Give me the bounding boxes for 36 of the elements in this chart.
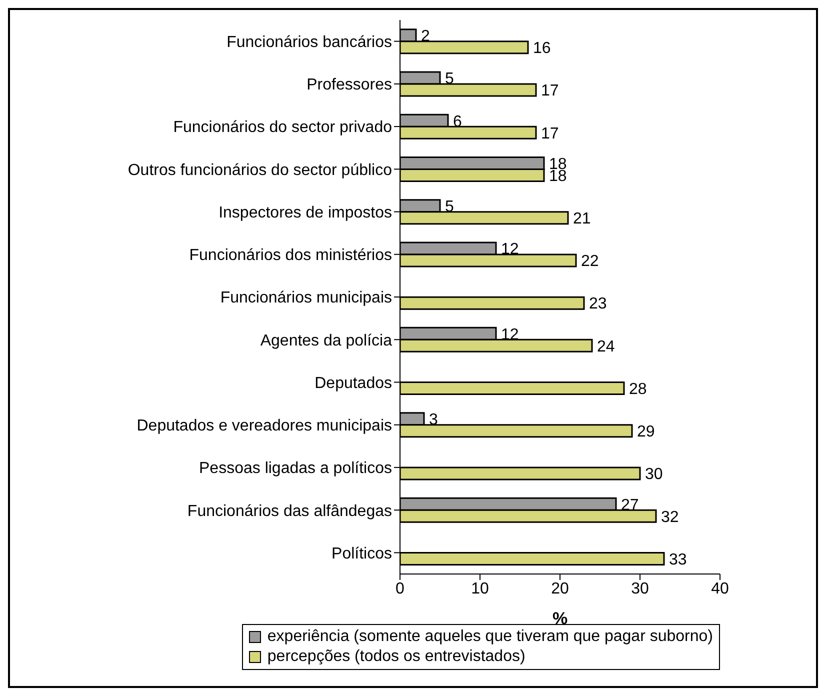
data-label: 17 (541, 125, 559, 142)
y-tick-label: Inspectores de impostos (218, 204, 392, 222)
data-label: 24 (597, 338, 615, 356)
y-tick-label: Funcionários bancários (226, 34, 392, 51)
y-tick-label: Professores (306, 76, 392, 94)
x-tick-label: 20 (551, 580, 569, 598)
data-label: 30 (645, 466, 663, 484)
data-label: 17 (541, 82, 559, 100)
x-tick-label: 30 (631, 580, 649, 598)
y-tick-label: Funcionários do sector privado (173, 119, 392, 136)
y-tick-label: Outros funcionários do sector público (128, 162, 392, 179)
y-tick-label: Agentes da polícia (260, 332, 392, 350)
data-label: 22 (581, 253, 599, 270)
legend-label: experiência (somente aqueles que tiveram que pagar suborno) (267, 627, 713, 647)
data-label: 33 (669, 551, 687, 568)
data-label: 6 (453, 113, 462, 130)
data-label: 5 (445, 70, 454, 88)
data-label: 32 (661, 508, 679, 526)
y-tick-label: Deputados e vereadores municipais (136, 418, 392, 435)
data-label: 16 (533, 40, 551, 58)
legend-label: percepções (todos os entrevistados) (267, 647, 526, 667)
y-tick-label: Funcionários das alfândegas (187, 502, 392, 520)
y-tick-label: Pessoas ligadas a políticos (199, 460, 392, 478)
x-axis-title: % (552, 609, 568, 628)
y-tick-label: Funcionários municipais (220, 290, 392, 307)
data-label: 21 (573, 210, 591, 228)
y-tick-label: Funcionários dos ministérios (189, 247, 392, 264)
y-tick-label: Políticos (332, 545, 392, 562)
x-tick-label: 0 (396, 580, 405, 598)
data-label: 23 (589, 296, 607, 313)
y-tick-label: Deputados (314, 374, 392, 392)
x-tick-label: 40 (711, 580, 729, 598)
data-label: 29 (637, 424, 655, 441)
x-tick-label: 10 (471, 580, 489, 598)
data-label: 12 (501, 241, 519, 258)
data-label: 28 (629, 380, 647, 398)
